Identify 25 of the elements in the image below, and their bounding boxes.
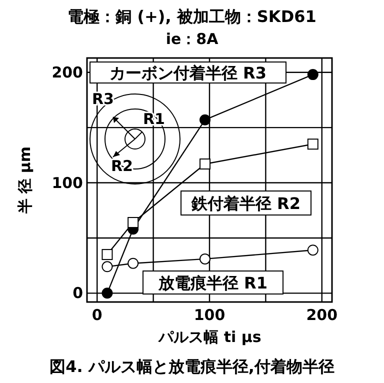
x-tick-label: 0 [92,306,102,324]
point [307,244,318,256]
x-tick-label: 100 [194,306,226,324]
point [128,217,139,228]
point [307,69,318,80]
point [128,258,139,269]
point [102,261,113,272]
point [200,114,211,126]
series-label: カーボン付着半径 R3 [109,64,267,82]
point [200,158,211,170]
point [102,288,113,299]
x-axis-title: パルス幅 ti μs [158,328,262,346]
y-tick-label: 0 [72,284,83,302]
chart-subtitle: ie：8A [166,30,219,48]
point [307,138,318,150]
y-tick-label: 100 [52,174,83,192]
point [102,249,113,260]
series-label: 鉄付着半径 R2 [190,194,301,213]
y-axis-title: 半 径 μm [16,146,34,215]
series-label: 放電痕半径 R1 [157,274,268,292]
caption: 図4. パルス幅と放電痕半径,付着物半径 [50,357,334,376]
chart-title: 電極：銅 (+), 被加工物：SKD61 [68,7,316,26]
point [200,253,211,264]
y-tick-label: 200 [52,63,83,82]
x-tick-label: 200 [306,306,338,324]
